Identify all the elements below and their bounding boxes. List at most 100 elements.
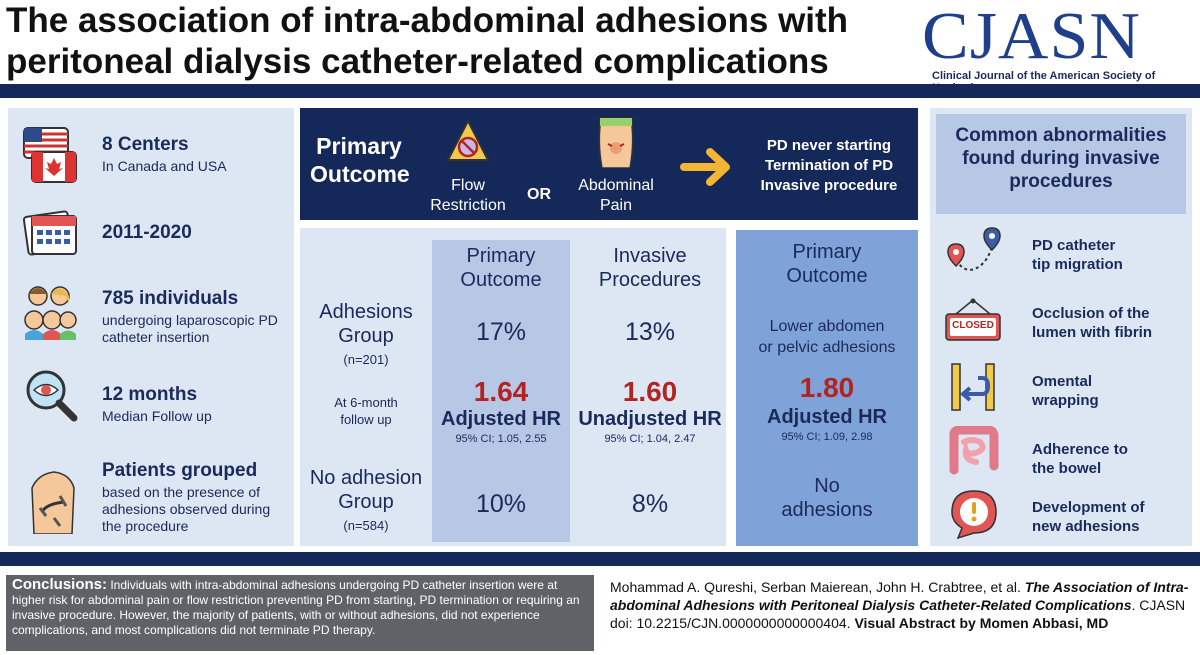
primary-outcome-column	[432, 240, 570, 542]
outcome-label-line2: Outcome	[310, 161, 410, 187]
flow-line1: Flow	[451, 177, 485, 194]
col3-noadh-label: No adhesions	[736, 474, 918, 522]
closed-sign-text: CLOSED	[952, 320, 994, 331]
col2-head1: Invasive	[613, 245, 687, 267]
abnormality-2: Occlusion of the lumen with fibrin	[1032, 304, 1152, 342]
wrap-arrow-icon	[948, 362, 998, 412]
col3-hr-label: Adjusted HR	[767, 406, 887, 428]
abdomen-catheter-icon	[24, 468, 82, 535]
people-icon	[20, 282, 80, 340]
outcome-results: PD never starting Termination of PD Inva…	[746, 136, 912, 196]
calendar-icon	[22, 208, 80, 258]
title-line-1: The association of intra-abdominal adhes…	[6, 1, 849, 40]
logo-text: CJASN	[922, 0, 1141, 74]
col3-head2: Outcome	[786, 265, 868, 287]
abn3-line2: wrapping	[1032, 392, 1099, 409]
adhesions-n: (n=201)	[343, 352, 389, 367]
outcome-label: Primary Outcome	[310, 132, 410, 188]
cjasn-logo: CJASN Clinical Journal of the American S…	[922, 0, 1194, 94]
noadh-line2: Group	[338, 491, 394, 513]
abn1-line2: tip migration	[1032, 256, 1123, 273]
pain-line1: Abdominal	[578, 177, 654, 194]
abn3-line1: Omental	[1032, 373, 1093, 390]
noadh-line1: No adhesion	[309, 467, 423, 489]
col2-noadh-value: 8%	[631, 490, 669, 518]
warning-bubble-icon	[948, 488, 1000, 540]
right-head1: Common abnormalities	[955, 125, 1167, 146]
col1-hr-label: Adjusted HR	[441, 408, 561, 430]
individuals-title: 785 individuals	[102, 288, 239, 309]
col1-noadh-value: 10%	[475, 490, 527, 518]
abnormality-4: Adherence to the bowel	[1032, 440, 1128, 478]
abn1-line1: PD catheter	[1032, 237, 1116, 254]
result-line1: PD never starting	[766, 137, 892, 154]
result-line2: Termination of PD	[764, 157, 894, 174]
adhesions-group-label: Adhesions Group (n=201)	[300, 300, 432, 372]
or-label: OR	[527, 186, 551, 203]
col1-head2: Outcome	[460, 269, 542, 291]
cite-visual-abstract: Visual Abstract by Momen Abbasi, MD	[854, 615, 1109, 631]
col1-header: Primary Outcome	[432, 244, 570, 292]
col2-ci: 95% CI; 1.04, 2.47	[604, 433, 696, 445]
abnormality-3: Omental wrapping	[1032, 372, 1099, 410]
col2-hr-label: Unadjusted HR	[578, 408, 722, 430]
pain-line2: Pain	[599, 197, 633, 214]
abdominal-pain-icon	[594, 116, 638, 169]
conclusions-text: Individuals with intra-abdominal adhesio…	[12, 578, 580, 637]
followup-note: At 6-month follow up	[300, 394, 432, 428]
individuals-sub: undergoing laparoscopic PD catheter inse…	[102, 312, 278, 345]
adhesions-line2: Group	[338, 325, 394, 347]
cite-authors: Mohammad A. Qureshi, Serban Maierean, Jo…	[610, 579, 1025, 595]
conclusions-label: Conclusions:	[12, 576, 108, 593]
years-title: 2011-2020	[102, 222, 192, 243]
intestine-icon	[946, 425, 1000, 476]
page-title: The association of intra-abdominal adhes…	[6, 0, 906, 82]
abnormality-5: Development of new adhesions	[1032, 498, 1145, 536]
adhesions-line1: Adhesions	[319, 301, 413, 323]
col3-noadh1: No	[814, 475, 840, 497]
top-divider-bar	[0, 84, 1200, 98]
flow-restriction-label: Flow Restriction	[420, 176, 516, 216]
abnormalities-header: Common abnormalities found during invasi…	[936, 114, 1186, 214]
abn5-line1: Development of	[1032, 499, 1145, 516]
abn2-line1: Occlusion of the	[1032, 305, 1150, 322]
col2-head2: Procedures	[598, 269, 702, 291]
followup-line1: At 6-month	[334, 395, 398, 410]
grouped-sub: based on the presence of adhesions obser…	[102, 484, 271, 534]
col3-hr-value: 1.80	[799, 372, 855, 403]
col3-adh-label: Lower abdomen or pelvic adhesions	[736, 316, 918, 358]
abn4-line2: the bowel	[1032, 460, 1102, 477]
followup-title: 12 months	[102, 384, 198, 405]
col1-hr-value: 1.64	[473, 376, 529, 407]
col3-noadh2: adhesions	[781, 499, 873, 521]
abn2-line2: lumen with fibrin	[1032, 324, 1152, 341]
citation: Mohammad A. Qureshi, Serban Maierean, Jo…	[610, 578, 1194, 632]
col3-header: Primary Outcome	[736, 240, 918, 288]
abdominal-pain-label: Abdominal Pain	[562, 176, 670, 216]
centers-sub: In Canada and USA	[102, 158, 227, 174]
col2-adh-value: 13%	[624, 318, 676, 346]
col3-adh1: Lower abdomen	[769, 318, 885, 335]
centers-title: 8 Centers	[102, 134, 189, 155]
abn4-line1: Adherence to	[1032, 441, 1128, 458]
conclusions-box: Conclusions: Individuals with intra-abdo…	[6, 575, 594, 651]
magnifier-eye-icon	[22, 366, 80, 424]
col1-adh-value: 17%	[475, 318, 527, 346]
grouped-title: Patients grouped	[102, 460, 258, 481]
flow-line2: Restriction	[430, 197, 506, 214]
result-line3: Invasive procedure	[760, 177, 898, 194]
arrow-right-icon	[680, 146, 736, 188]
bottom-divider-bar	[0, 552, 1200, 566]
lower-abdomen-column	[736, 230, 918, 546]
right-head3: procedures	[1009, 171, 1113, 192]
flow-restriction-icon	[445, 118, 491, 164]
closed-sign-icon: CLOSED	[942, 298, 1004, 346]
noadh-n: (n=584)	[343, 518, 389, 533]
flags-icon	[20, 126, 80, 186]
cite-title: The Association of Intra-abdominal Adhes…	[610, 579, 1189, 613]
title-line-2: peritoneal dialysis catheter-related com…	[6, 42, 829, 81]
no-adhesion-group-label: No adhesion Group (n=584)	[300, 466, 432, 538]
col2-header: Invasive Procedures	[574, 244, 726, 292]
outcome-label-line1: Primary	[316, 133, 402, 159]
abn5-line2: new adhesions	[1032, 518, 1140, 535]
